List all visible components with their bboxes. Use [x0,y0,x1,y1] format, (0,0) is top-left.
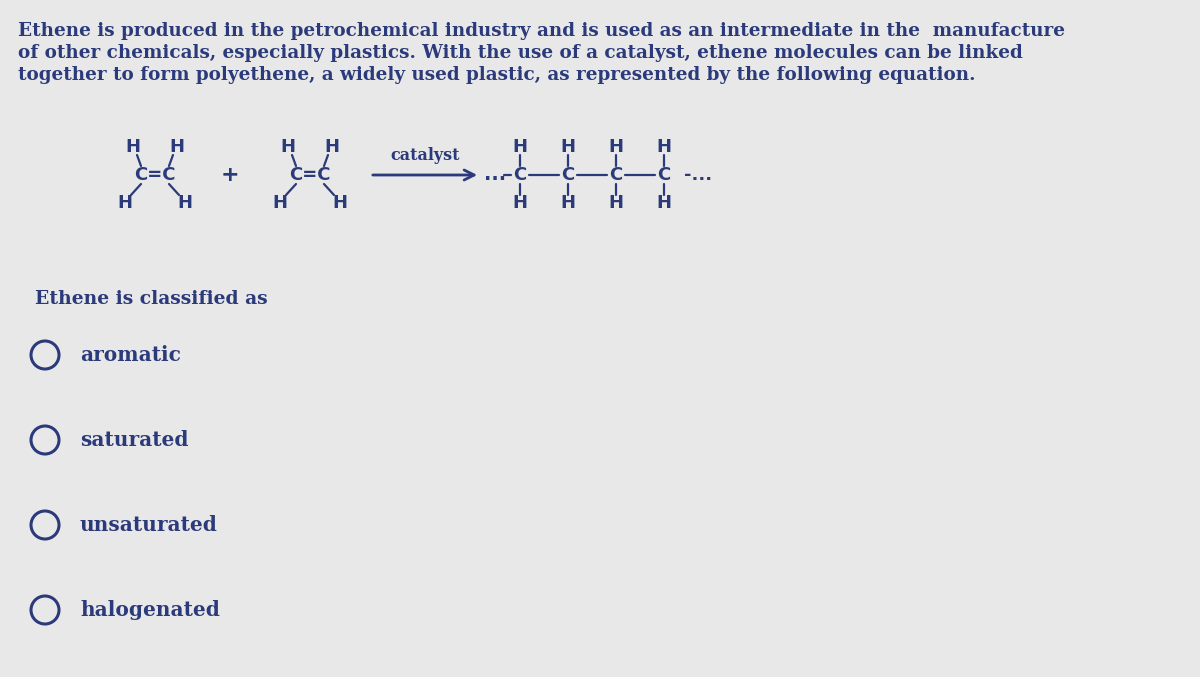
Text: H: H [656,194,672,212]
Text: H: H [512,194,528,212]
Text: H: H [656,138,672,156]
Text: H: H [560,138,576,156]
Text: H: H [324,138,340,156]
Text: C=C: C=C [289,166,331,184]
Text: H: H [169,138,185,156]
Text: H: H [178,194,192,212]
Text: ...: ... [484,165,506,185]
Text: C: C [562,166,575,184]
Text: H: H [608,194,624,212]
Text: H: H [118,194,132,212]
Text: +: + [221,165,239,185]
Text: C: C [610,166,623,184]
Text: aromatic: aromatic [80,345,181,365]
Text: of other chemicals, especially plastics. With the use of a catalyst, ethene mole: of other chemicals, especially plastics.… [18,44,1022,62]
Text: C: C [514,166,527,184]
Text: saturated: saturated [80,430,188,450]
Text: catalyst: catalyst [390,146,460,164]
Text: halogenated: halogenated [80,600,220,620]
Text: H: H [126,138,140,156]
Text: -...: -... [684,166,712,184]
Text: unsaturated: unsaturated [80,515,218,535]
Text: H: H [608,138,624,156]
Text: H: H [560,194,576,212]
Text: H: H [281,138,295,156]
Text: Ethene is classified as: Ethene is classified as [35,290,268,308]
Text: C: C [658,166,671,184]
Text: H: H [512,138,528,156]
Text: H: H [272,194,288,212]
Text: H: H [332,194,348,212]
Text: C=C: C=C [134,166,175,184]
Text: Ethene is produced in the petrochemical industry and is used as an intermediate : Ethene is produced in the petrochemical … [18,22,1066,40]
Text: together to form polyethene, a widely used plastic, as represented by the follow: together to form polyethene, a widely us… [18,66,976,84]
